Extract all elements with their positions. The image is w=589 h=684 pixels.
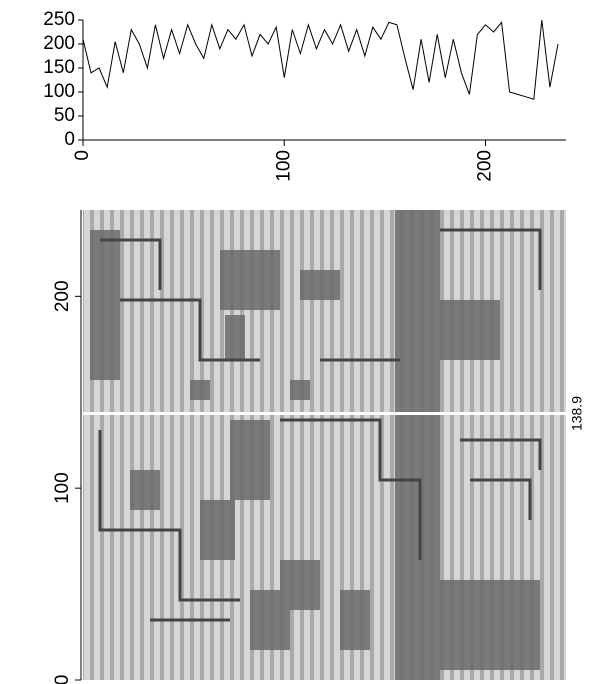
y-tick-label: 200: [52, 280, 73, 312]
y-tick-label: 150: [43, 57, 75, 78]
x-tick-label: 100: [273, 150, 294, 182]
y-tick-label: 50: [54, 105, 75, 126]
x-tick-label: 0: [72, 150, 93, 161]
micrograph: [83, 210, 566, 680]
y-tick-label: 100: [52, 472, 73, 504]
y-tick-label: 0: [64, 129, 75, 150]
x-tick-label: 200: [475, 150, 496, 182]
y-tick-label: 200: [43, 33, 75, 54]
y-tick-label: 250: [43, 9, 75, 30]
cursor-label: 138.9: [569, 396, 585, 431]
profile-line: [82, 19, 559, 100]
y-tick-label: 0: [52, 675, 73, 684]
y-tick-label: 100: [43, 81, 75, 102]
